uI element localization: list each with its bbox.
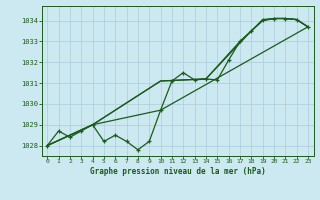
X-axis label: Graphe pression niveau de la mer (hPa): Graphe pression niveau de la mer (hPa) <box>90 167 266 176</box>
